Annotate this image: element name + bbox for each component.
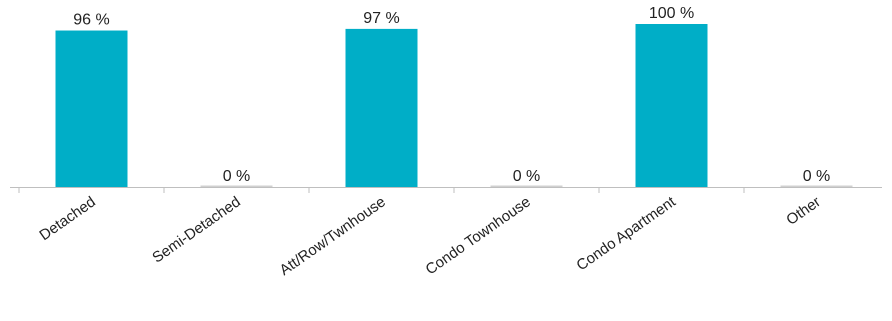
bar-semi-detached [200, 185, 273, 187]
x-tick-label: Detached [36, 193, 98, 244]
x-tick-label: Att/Row/Twnhouse [277, 193, 389, 279]
data-label: 0 % [513, 168, 541, 185]
x-tick-label: Condo Apartment [573, 193, 679, 274]
x-tick-label: Semi-Detached [149, 193, 243, 266]
data-label: 97 % [363, 10, 399, 27]
bar-other [780, 185, 853, 187]
data-label: 96 % [73, 12, 109, 29]
data-label: 0 % [803, 168, 831, 185]
bars-layer [55, 24, 853, 187]
data-labels-layer: 96 % 0 % 97 % 0 % 100 % 0 % [73, 5, 830, 185]
data-label: 0 % [223, 168, 251, 185]
bar-att-row-twnhouse [345, 28, 418, 187]
bar-condo-townhouse [490, 185, 563, 187]
bar-detached [55, 30, 128, 187]
x-tick-labels: Detached Semi-Detached Att/Row/Twnhouse Con… [36, 193, 823, 279]
x-tick-label: Other [783, 193, 823, 228]
x-axis [10, 187, 882, 193]
x-tick-label: Condo Townhouse [422, 193, 533, 278]
data-label: 100 % [649, 5, 694, 22]
bar-condo-apartment [635, 24, 708, 187]
